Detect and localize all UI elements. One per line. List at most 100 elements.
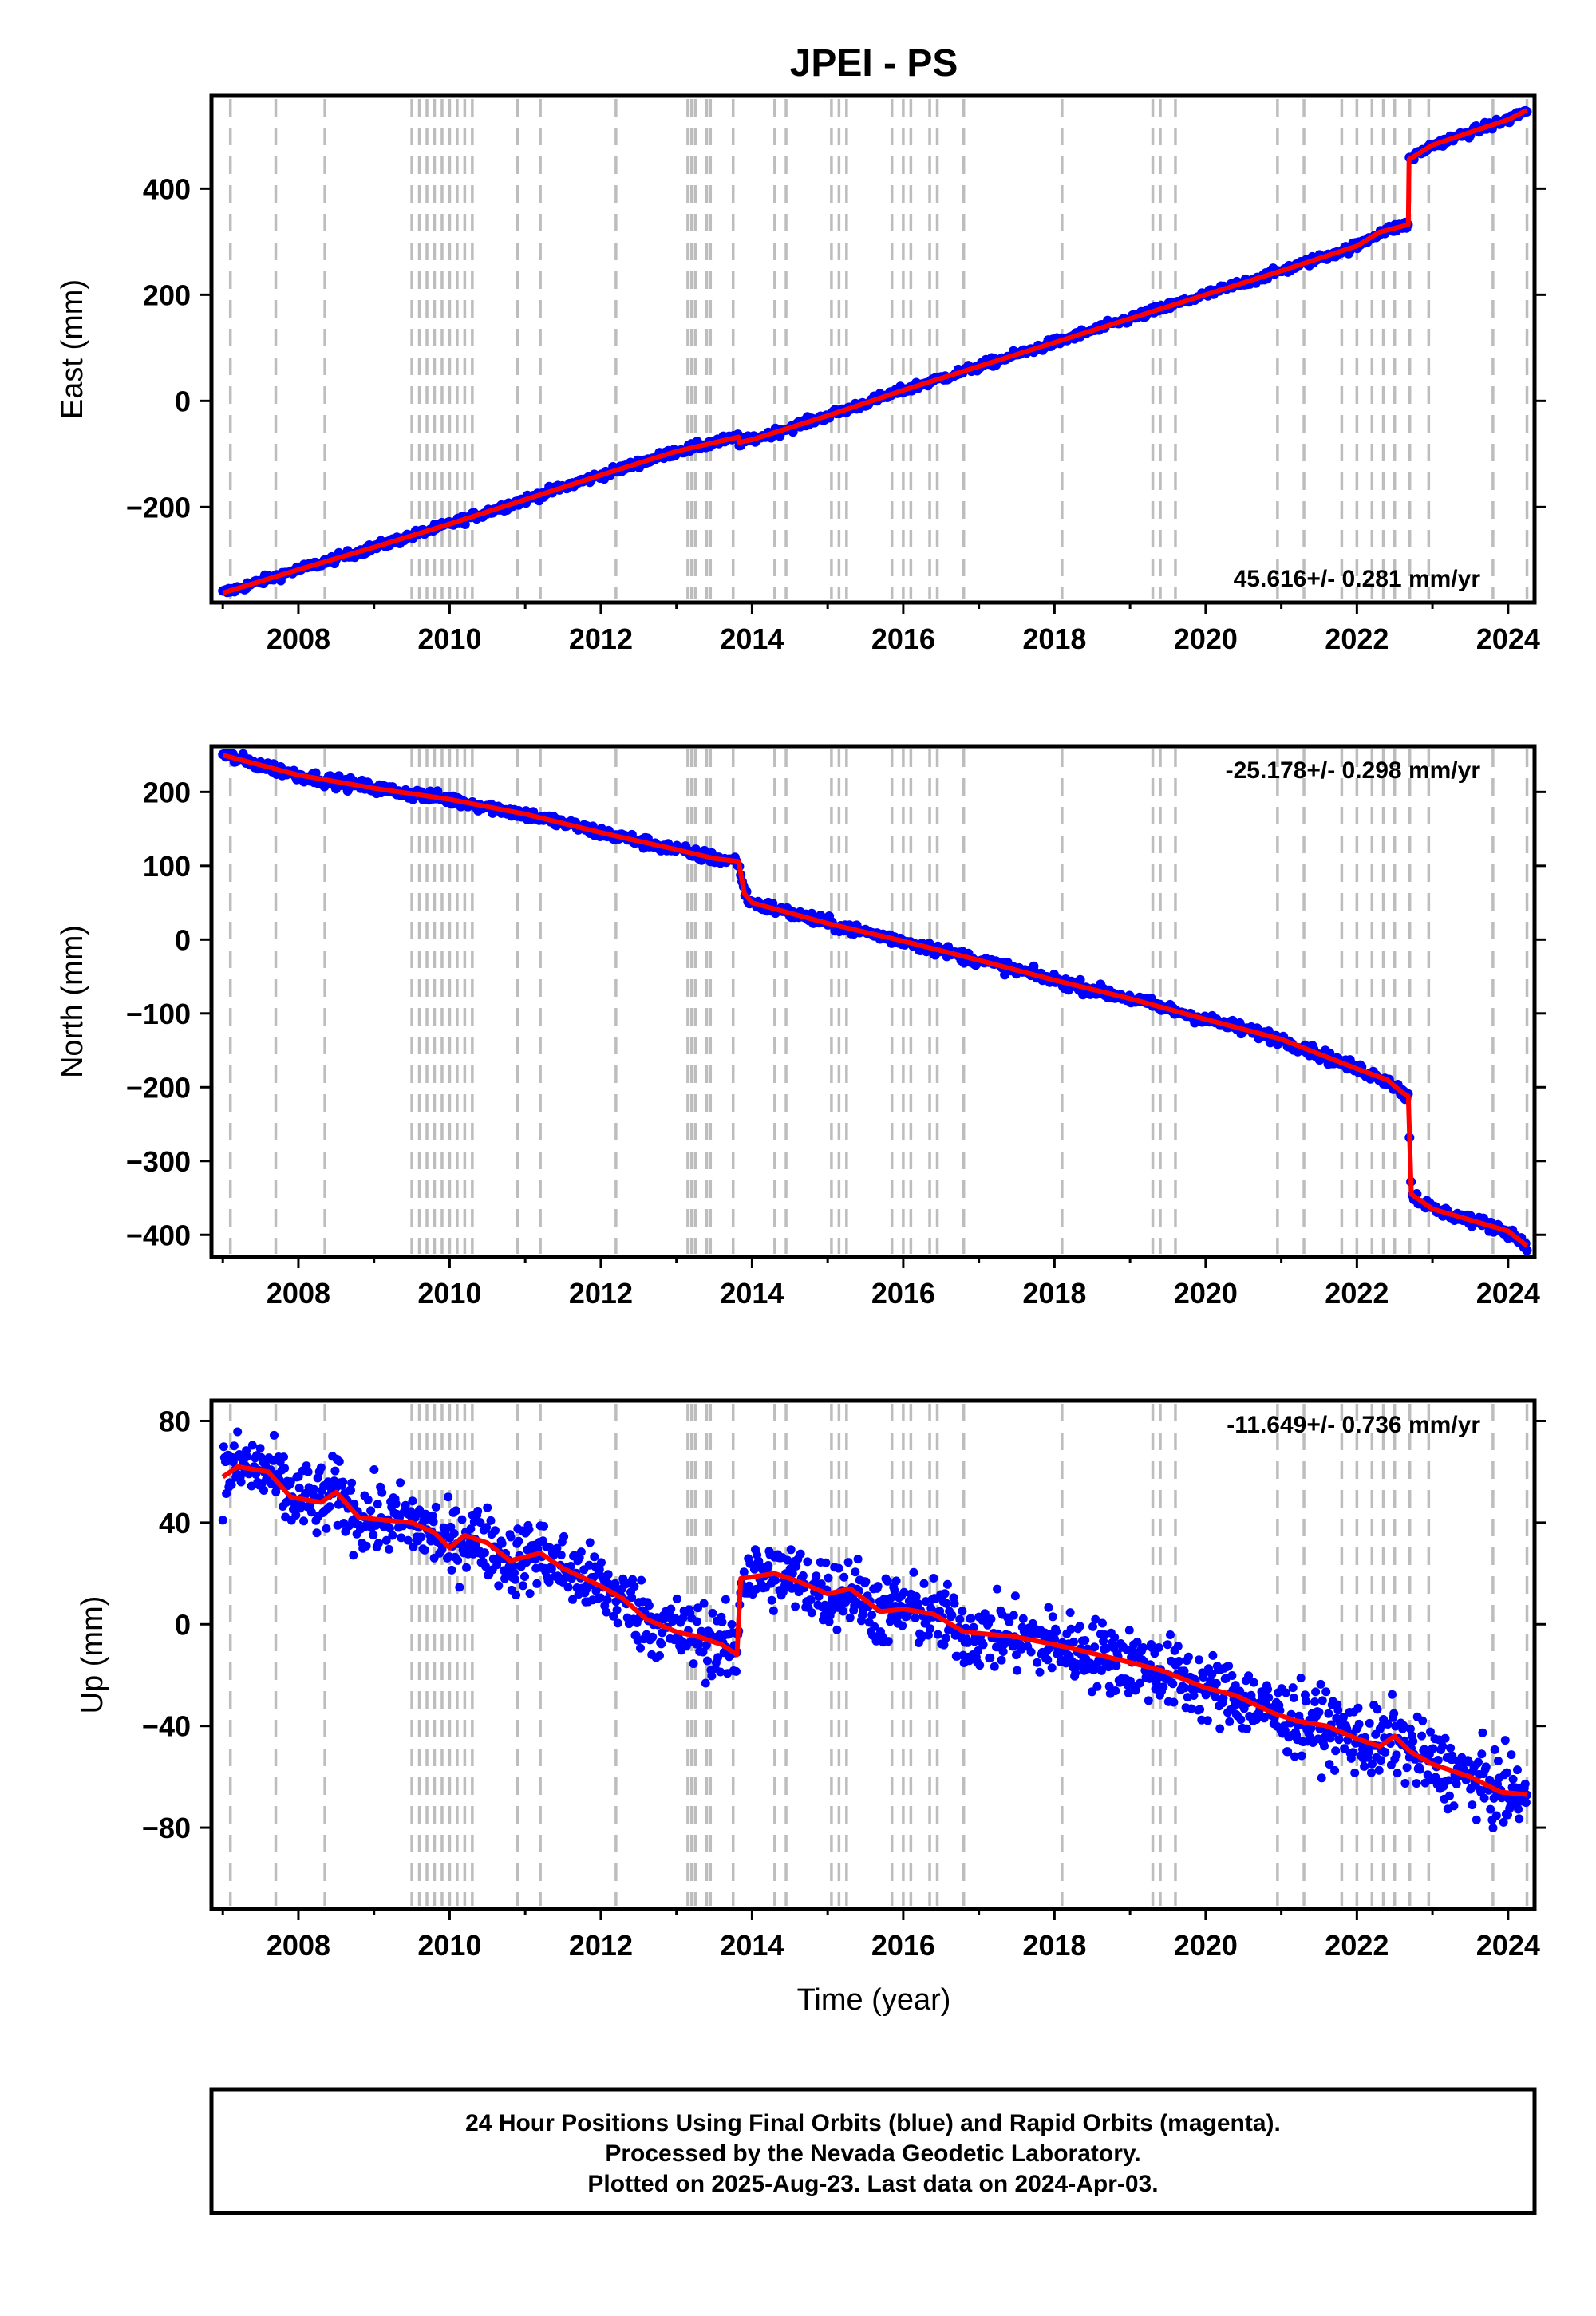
data-point [940, 1589, 950, 1599]
data-point [346, 1485, 355, 1495]
data-point [1513, 1765, 1522, 1775]
data-point [1353, 1703, 1363, 1713]
panel-north: −400 −300 −200 −100 0 100 200 2008 2010 2012 2014 2… [56, 744, 1546, 1310]
data-point [721, 1595, 730, 1604]
data-point [330, 1466, 340, 1476]
data-point [851, 1567, 860, 1577]
data-point [363, 1495, 373, 1504]
data-point [462, 1563, 471, 1572]
y-tick-label: −200 [126, 491, 191, 524]
model-line-east [222, 108, 1528, 595]
data-point [1364, 1748, 1373, 1757]
data-point [1112, 1661, 1121, 1670]
data-point [612, 1605, 622, 1614]
data-point [1426, 1727, 1435, 1737]
data-point [933, 1630, 942, 1639]
data-point [1331, 1746, 1341, 1756]
x-tick-label: 2014 [720, 622, 784, 655]
data-point [839, 1572, 849, 1582]
data-point [1521, 1798, 1531, 1808]
data-point [1166, 1630, 1175, 1639]
data-point [1490, 1745, 1499, 1754]
data-point [544, 1577, 554, 1587]
data-point [1440, 1733, 1450, 1743]
data-point [1173, 1642, 1183, 1651]
data-point [1389, 1709, 1399, 1718]
data-point [798, 1571, 808, 1580]
data-point [294, 1483, 304, 1492]
data-point [929, 1574, 938, 1583]
data-point [1388, 1690, 1396, 1699]
data-point [699, 1599, 709, 1608]
data-point [1080, 1636, 1090, 1645]
data-point [867, 1611, 877, 1620]
data-point [347, 1478, 357, 1488]
data-point [255, 1444, 265, 1453]
x-tick-label: 2012 [569, 1929, 633, 1962]
data-point [701, 1640, 711, 1650]
data-point [585, 1538, 595, 1547]
data-point [1236, 1715, 1246, 1725]
data-point [385, 1544, 393, 1554]
data-point [377, 1488, 387, 1497]
data-point [630, 1582, 639, 1591]
data-point [473, 1507, 483, 1516]
data-point [457, 1515, 467, 1524]
data-point [678, 1613, 688, 1622]
data-point [672, 1594, 681, 1603]
data-point [1317, 1773, 1326, 1783]
data-point [602, 1607, 611, 1617]
data-point [890, 1586, 899, 1595]
data-point [1203, 1716, 1212, 1725]
y-tick-label: −80 [142, 1812, 191, 1844]
data-point [280, 1464, 290, 1473]
data-point [1179, 1666, 1189, 1676]
data-point [911, 1614, 920, 1622]
data-point [1499, 1817, 1508, 1827]
data-point [993, 1584, 1002, 1594]
data-point [1224, 1661, 1234, 1670]
data-point [1189, 1691, 1199, 1700]
data-point [883, 1637, 893, 1646]
data-point [1478, 1728, 1487, 1737]
data-point [483, 1503, 492, 1512]
data-point [845, 1613, 855, 1622]
data-point [286, 1477, 295, 1487]
rate-annotation: -25.178+/- 0.298 mm/yr [1226, 757, 1481, 784]
data-point [1125, 1676, 1135, 1686]
panel-frame [209, 744, 1537, 1259]
x-tick-label: 2020 [1174, 622, 1238, 655]
data-point [947, 1611, 957, 1620]
data-point [1018, 1614, 1028, 1623]
y-axis-label: East (mm) [56, 279, 89, 419]
panel-east: −200 0 200 400 2008 2010 2012 2014 2016 2018 2020 2… [56, 93, 1546, 655]
footer-line-3: Plotted on 2025-Aug-23. Last data on 202… [587, 2171, 1158, 2197]
x-tick-label: 2020 [1174, 1277, 1238, 1310]
data-point [636, 1643, 645, 1653]
data-point [1340, 1744, 1349, 1753]
event-lines [228, 1404, 1529, 1906]
data-point [497, 1539, 507, 1548]
x-tick-label: 2016 [871, 1929, 935, 1962]
data-point [518, 1581, 527, 1591]
y-tick-label: 0 [175, 1608, 191, 1641]
data-point [986, 1653, 995, 1662]
data-point [1472, 1815, 1481, 1824]
panel-frame [209, 93, 1537, 605]
data-points-north [218, 749, 1532, 1255]
data-point [950, 1599, 959, 1608]
data-point [806, 1595, 816, 1605]
data-point [1408, 1737, 1418, 1746]
data-point [559, 1531, 569, 1541]
y-tick-label: 40 [159, 1507, 191, 1539]
data-point [401, 1500, 410, 1510]
data-point [480, 1548, 489, 1558]
data-point [229, 1441, 239, 1451]
data-point [1392, 1750, 1401, 1760]
data-point [834, 1563, 843, 1573]
data-point [417, 1532, 426, 1542]
data-point [1452, 1779, 1461, 1788]
data-point [792, 1561, 801, 1571]
data-point [909, 1567, 918, 1577]
data-point [1515, 1814, 1524, 1824]
